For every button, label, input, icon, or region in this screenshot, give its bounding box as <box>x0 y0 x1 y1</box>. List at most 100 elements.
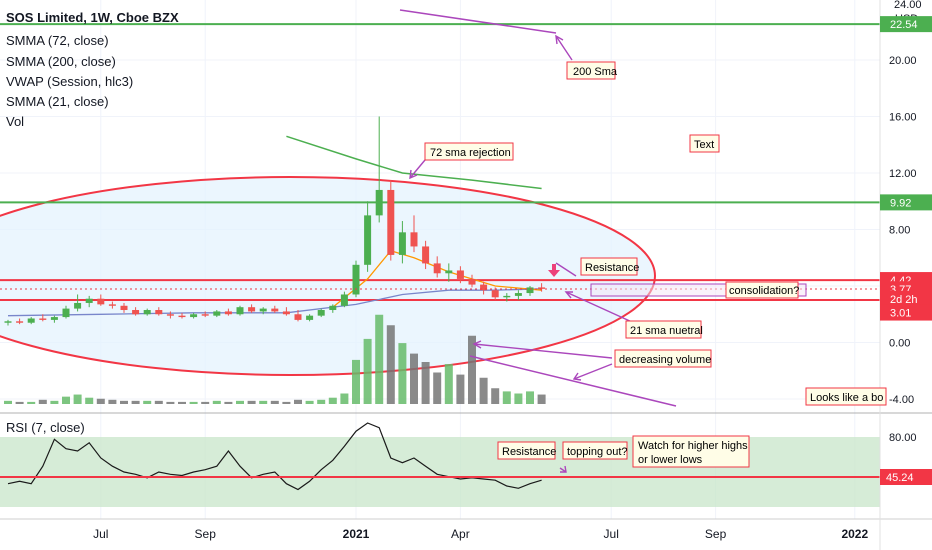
volume-bar-19 <box>224 401 233 404</box>
volume-bar-42 <box>491 388 500 404</box>
price-badge-0 <box>880 16 932 33</box>
volume-bar-20 <box>236 400 244 404</box>
chart-legend: SOS Limited, 1W, Cboe BZX SMMA (72, clos… <box>6 10 179 435</box>
volume-bar-7 <box>85 397 94 404</box>
candle-body-36 <box>422 246 430 264</box>
volume-bar-2 <box>27 401 36 404</box>
candle-body-11 <box>132 310 140 315</box>
candle-body-37 <box>433 263 441 274</box>
volume-bar-15 <box>178 401 186 404</box>
candle-body-0 <box>4 321 12 323</box>
volume-bar-34 <box>398 343 407 404</box>
sma72-line <box>7 288 542 317</box>
volume-bar-18 <box>212 400 221 404</box>
trend-line-top[interactable] <box>399 9 557 34</box>
volume-bar-9 <box>108 399 117 404</box>
trend-line-volume[interactable] <box>469 355 677 407</box>
symbol-line: SOS Limited, 1W, Cboe BZX <box>6 10 179 25</box>
candle-body-41 <box>480 284 488 291</box>
moving-averages <box>7 135 542 317</box>
candle-body-14 <box>166 314 174 316</box>
volume-bar-29 <box>340 393 349 404</box>
sma21-line <box>332 249 542 308</box>
price-tick-1: 16.00 <box>889 112 917 124</box>
volume-bar-23 <box>270 400 279 404</box>
volume-bar-32 <box>375 314 384 404</box>
candle-body-19 <box>224 311 232 315</box>
volume-bar-6 <box>73 394 82 404</box>
price-tick-3: 8.00 <box>889 225 910 237</box>
candle-body-4 <box>50 317 58 320</box>
candle-body-28 <box>329 305 337 311</box>
indicator-0: SMMA (72, close) <box>6 33 109 48</box>
rsi-badge <box>880 469 932 485</box>
volume-bar-4 <box>50 400 59 404</box>
volume-bar-13 <box>154 400 163 404</box>
candle-body-29 <box>340 294 348 306</box>
rsi-axis[interactable]: 80.00 45.24 <box>880 432 932 485</box>
candle-body-32 <box>375 189 383 216</box>
volume-bar-24 <box>282 401 291 404</box>
candle-body-9 <box>108 304 116 306</box>
indicator-4: Vol <box>6 114 24 129</box>
horizontal-lines[interactable] <box>0 23 880 301</box>
candle-body-5 <box>62 308 70 318</box>
annotation-boxes[interactable]: 200 Sma 72 sma rejection Text Resistance… <box>424 61 887 468</box>
volume-bar-46 <box>537 394 546 404</box>
candle-body-22 <box>259 308 267 312</box>
annotation-arrows <box>409 34 633 473</box>
time-tick-2: 2021 <box>343 527 370 541</box>
candle-body-26 <box>306 315 314 320</box>
consolidation-ellipse[interactable] <box>0 176 656 376</box>
volume-bar-17 <box>201 401 210 404</box>
candle-body-17 <box>201 314 209 316</box>
label-consolidation: consolidation? <box>729 285 799 297</box>
label-resistance: Resistance <box>585 262 639 274</box>
label-72-sma-rejection: 72 sma rejection <box>430 147 511 159</box>
candle-body-35 <box>410 232 418 247</box>
candle-body-20 <box>236 307 244 315</box>
candle-body-18 <box>213 311 221 316</box>
sma200-line <box>286 135 542 190</box>
volume-bar-38 <box>444 364 453 404</box>
candle-body-40 <box>468 278 476 285</box>
label-watch-line-1: Watch for higher highs <box>638 440 748 452</box>
volume-bar-41 <box>479 377 488 404</box>
time-tick-1: Sep <box>195 527 217 541</box>
price-tick-2: 12.00 <box>889 168 917 180</box>
volume-bar-36 <box>421 362 430 404</box>
price-badge-label-5: 3.01 <box>890 308 911 320</box>
volume-bar-28 <box>328 397 337 404</box>
time-axis[interactable]: Jul Sep 2021 Apr Jul Sep 2022 <box>93 527 868 541</box>
label-topping-out: topping out? <box>567 446 628 458</box>
time-tick-0: Jul <box>93 527 108 541</box>
price-badge-1 <box>880 194 932 211</box>
time-tick-3: Apr <box>451 527 470 541</box>
volume-bar-14 <box>166 401 175 404</box>
candle-body-8 <box>97 298 105 305</box>
volume-bar-10 <box>120 400 128 404</box>
rsi-badge-value: 45.24 <box>886 472 914 484</box>
candle-body-15 <box>178 315 186 318</box>
price-badge-label-0: 22.54 <box>890 19 918 31</box>
candle-body-38 <box>445 270 453 274</box>
candle-body-30 <box>352 264 360 295</box>
candle-body-16 <box>190 314 198 318</box>
candle-body-12 <box>143 310 151 315</box>
candle-body-1 <box>16 321 24 323</box>
time-tick-5: Sep <box>705 527 727 541</box>
candles <box>4 116 546 326</box>
label-text: Text <box>694 139 714 151</box>
volume-bar-37 <box>433 372 442 404</box>
indicator-2: VWAP (Session, hlc3) <box>6 74 133 89</box>
volume-bar-43 <box>502 391 511 404</box>
volume-bar-30 <box>352 359 360 404</box>
candle-body-31 <box>364 215 372 265</box>
label-rsi-resistance: Resistance <box>502 446 556 458</box>
candle-body-25 <box>294 314 302 320</box>
candle-body-10 <box>120 305 128 311</box>
volume-bar-40 <box>468 335 476 404</box>
volume-bars <box>4 314 546 404</box>
